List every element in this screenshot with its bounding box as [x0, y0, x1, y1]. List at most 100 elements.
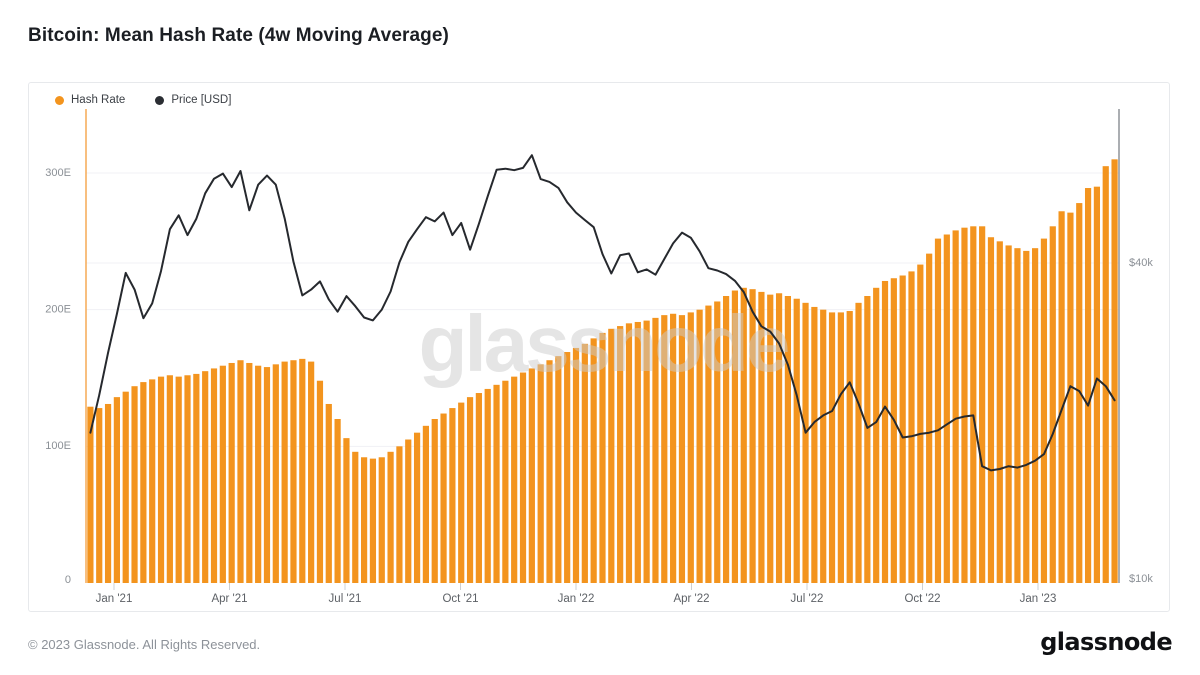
bar[interactable] [617, 326, 624, 583]
bar[interactable] [987, 237, 995, 584]
bar[interactable] [96, 408, 103, 583]
bar[interactable] [908, 271, 915, 583]
bar[interactable] [678, 315, 686, 583]
bar[interactable] [926, 253, 933, 583]
bar[interactable] [1032, 248, 1039, 584]
bar[interactable] [1076, 203, 1083, 583]
bar[interactable] [943, 234, 950, 584]
bar[interactable] [917, 264, 924, 583]
bar[interactable] [793, 298, 800, 583]
bar[interactable] [405, 439, 412, 584]
bar[interactable] [113, 397, 120, 583]
bar[interactable] [369, 458, 377, 583]
bar[interactable] [484, 388, 491, 583]
bar[interactable] [157, 376, 165, 583]
bar[interactable] [784, 296, 791, 583]
bar[interactable] [387, 451, 394, 583]
bar[interactable] [970, 226, 977, 584]
bar[interactable] [299, 358, 306, 583]
bar[interactable] [210, 368, 218, 583]
bar[interactable] [281, 361, 288, 583]
bar[interactable] [881, 280, 889, 583]
bar[interactable] [934, 238, 942, 583]
bar[interactable] [104, 403, 112, 583]
bar[interactable] [396, 446, 403, 583]
bar[interactable] [722, 296, 730, 583]
bar[interactable] [466, 397, 474, 583]
bar[interactable] [811, 306, 818, 583]
bar[interactable] [873, 287, 880, 583]
bar[interactable] [537, 364, 544, 583]
bar[interactable] [458, 402, 465, 583]
bar[interactable] [290, 360, 297, 583]
bar[interactable] [855, 302, 862, 583]
bar[interactable] [1102, 166, 1109, 584]
bar[interactable] [952, 230, 959, 583]
bar[interactable] [422, 425, 429, 583]
bar[interactable] [687, 312, 694, 583]
bar[interactable] [802, 302, 809, 583]
bar[interactable] [828, 312, 836, 583]
bar[interactable] [228, 362, 235, 583]
bar[interactable] [272, 364, 279, 583]
hash-rate-bars[interactable] [87, 159, 1118, 584]
bar[interactable] [528, 368, 535, 583]
bar[interactable] [1049, 226, 1056, 584]
bar[interactable] [378, 457, 385, 583]
bar[interactable] [767, 294, 774, 583]
bar[interactable] [308, 361, 315, 583]
bar[interactable] [634, 321, 641, 583]
bar[interactable] [608, 328, 615, 583]
bar[interactable] [140, 382, 147, 583]
bar[interactable] [846, 311, 853, 583]
bar[interactable] [475, 393, 482, 583]
bar[interactable] [899, 275, 906, 584]
bar[interactable] [325, 403, 332, 583]
bar[interactable] [837, 312, 844, 583]
bar[interactable] [449, 408, 456, 583]
bar[interactable] [1111, 159, 1118, 583]
bar[interactable] [87, 406, 94, 583]
bar[interactable] [864, 296, 871, 583]
legend-item-hash-rate[interactable]: Hash Rate [55, 94, 125, 106]
bar[interactable] [775, 293, 783, 583]
bar[interactable] [263, 367, 271, 583]
bar[interactable] [661, 315, 668, 583]
bar[interactable] [352, 451, 359, 583]
bar[interactable] [431, 419, 438, 583]
bar[interactable] [1058, 211, 1065, 583]
bar[interactable] [237, 360, 244, 583]
bar[interactable] [546, 360, 553, 583]
bar[interactable] [643, 320, 650, 583]
bar[interactable] [1005, 245, 1012, 583]
bar[interactable] [731, 290, 739, 583]
bar[interactable] [599, 332, 606, 583]
bar[interactable] [1067, 212, 1074, 583]
bar[interactable] [961, 227, 968, 584]
bar[interactable] [316, 380, 324, 583]
bar[interactable] [979, 226, 986, 584]
bar[interactable] [758, 291, 765, 583]
bar[interactable] [996, 241, 1003, 583]
bar[interactable] [413, 432, 421, 583]
bar[interactable] [625, 323, 633, 583]
bar[interactable] [493, 384, 500, 583]
bar[interactable] [705, 305, 712, 583]
bar[interactable] [202, 371, 209, 583]
bar[interactable] [502, 380, 509, 583]
bar[interactable] [246, 362, 253, 583]
bar[interactable] [1093, 186, 1101, 584]
bar[interactable] [564, 352, 571, 583]
bar[interactable] [740, 287, 747, 583]
bar[interactable] [581, 343, 588, 583]
chart-canvas[interactable]: glassnode 300E 200E 100E 0 $40k $10k Jan '21 Apr… [29, 83, 1169, 611]
legend-item-price[interactable]: Price [USD] [155, 94, 231, 106]
bar[interactable] [652, 317, 659, 583]
bar[interactable] [572, 347, 580, 583]
bar[interactable] [175, 376, 182, 583]
bar[interactable] [519, 372, 527, 583]
price-line[interactable] [89, 154, 1116, 472]
bar[interactable] [343, 438, 350, 583]
bar[interactable] [820, 309, 827, 583]
bar[interactable] [714, 301, 721, 583]
